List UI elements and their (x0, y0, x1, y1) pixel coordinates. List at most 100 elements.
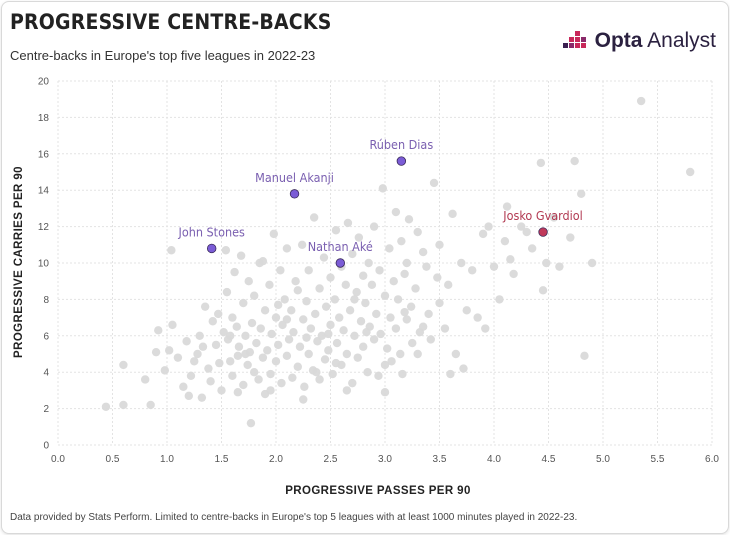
scatter-point (408, 338, 417, 348)
scatter-point (146, 400, 155, 410)
scatter-point (282, 315, 292, 324)
scatter-point (400, 269, 409, 279)
x-tick-label: 5.0 (596, 454, 610, 465)
scatter-point (397, 236, 406, 246)
scatter-point (182, 337, 191, 346)
scatter-point (328, 369, 337, 379)
scatter-point (459, 364, 468, 373)
scatter-point (362, 327, 371, 337)
scatter-point (302, 297, 311, 306)
scatter-point (266, 369, 275, 379)
scatter-point (315, 284, 324, 293)
scatter-point (440, 324, 450, 333)
y-tick-label: 12 (38, 222, 50, 233)
scatter-point (273, 300, 283, 310)
highlighted-point (538, 227, 548, 237)
scatter-point (168, 320, 177, 330)
scatter-point (570, 156, 579, 166)
scatter-point (380, 360, 390, 370)
y-tick-label: 6 (43, 331, 49, 342)
scatter-point (527, 244, 537, 253)
scatter-point (280, 295, 289, 304)
scatter-point (267, 329, 276, 339)
scatter-point (332, 338, 342, 348)
scatter-point (393, 295, 403, 304)
scatter-point (382, 344, 392, 353)
scatter-point (246, 418, 256, 428)
scatter-point (230, 267, 239, 277)
scatter-point (389, 277, 398, 286)
scatter-point (339, 326, 348, 335)
x-tick-label: 0.0 (51, 454, 65, 465)
scatter-point (406, 302, 416, 311)
scatter-point (517, 222, 526, 231)
scatter-point (566, 233, 575, 242)
scatter-point (289, 327, 298, 337)
scatter-point (462, 306, 471, 315)
scatter-point (186, 371, 196, 381)
scatter-point (502, 202, 512, 211)
scatter-point (269, 229, 279, 239)
scatter-point (256, 324, 265, 333)
scatter-point (252, 338, 261, 348)
scatter-point (295, 342, 305, 351)
scatter-points (101, 96, 695, 428)
scatter-point (214, 309, 223, 319)
scatter-point (422, 262, 431, 271)
y-tick-label: 16 (38, 149, 50, 160)
scatter-point (167, 246, 176, 255)
scatter-point (522, 227, 531, 237)
scatter-point (319, 253, 329, 262)
scatter-point (542, 258, 551, 268)
scatter-point (444, 280, 453, 290)
scatter-point (299, 315, 308, 324)
scatter-point (359, 271, 368, 280)
scatter-point (391, 324, 401, 333)
scatter-point (306, 324, 316, 333)
x-axis-label: PROGRESSIVE PASSES PER 90 (285, 485, 471, 497)
scatter-point (271, 313, 281, 322)
scatter-point (481, 324, 490, 333)
highlighted-point (289, 189, 300, 199)
highlighted-point (206, 243, 217, 254)
scatter-point (284, 335, 294, 344)
scatter-point (302, 333, 311, 342)
scatter-point (208, 317, 217, 326)
scatter-point (324, 346, 333, 355)
x-tick-label: 1.5 (215, 454, 229, 465)
scatter-point (299, 395, 308, 404)
y-tick-label: 4 (43, 368, 49, 379)
scatter-point (239, 298, 248, 308)
scatter-point (387, 357, 396, 366)
scatter-point (398, 369, 407, 379)
scatter-point (215, 358, 224, 368)
scatter-point (217, 386, 226, 395)
scatter-point (506, 255, 515, 264)
scatter-point (509, 269, 518, 279)
scatter-point (234, 342, 244, 351)
scatter-point (244, 277, 253, 286)
scatter-point (400, 307, 409, 317)
scatter-point (304, 349, 313, 359)
y-tick-label: 14 (38, 186, 50, 197)
data-source-note: Data provided by Stats Perform. Limited … (10, 512, 578, 523)
scatter-point (276, 266, 285, 275)
highlighted-point (335, 258, 346, 268)
scatter-point (413, 349, 422, 359)
scatter-point (293, 286, 302, 295)
scatter-point (385, 244, 394, 253)
x-tick-label: 2.0 (269, 454, 283, 465)
scatter-point (426, 335, 435, 344)
scatter-point (228, 371, 237, 381)
x-axis-ticks: 0.0 0.5 1.0 1.5 2.0 2.5 3.0 3.5 4.0 4.5 5.0 5.5 6.0 (51, 454, 719, 465)
scatter-point (342, 349, 352, 359)
scatter-point (173, 353, 183, 362)
scatter-point (228, 313, 237, 322)
scatter-point (396, 349, 405, 359)
scatter-point (309, 213, 319, 222)
scatter-point (376, 329, 385, 339)
scatter-point (258, 256, 268, 266)
scatter-point (372, 309, 381, 319)
scatter-point (250, 291, 259, 300)
